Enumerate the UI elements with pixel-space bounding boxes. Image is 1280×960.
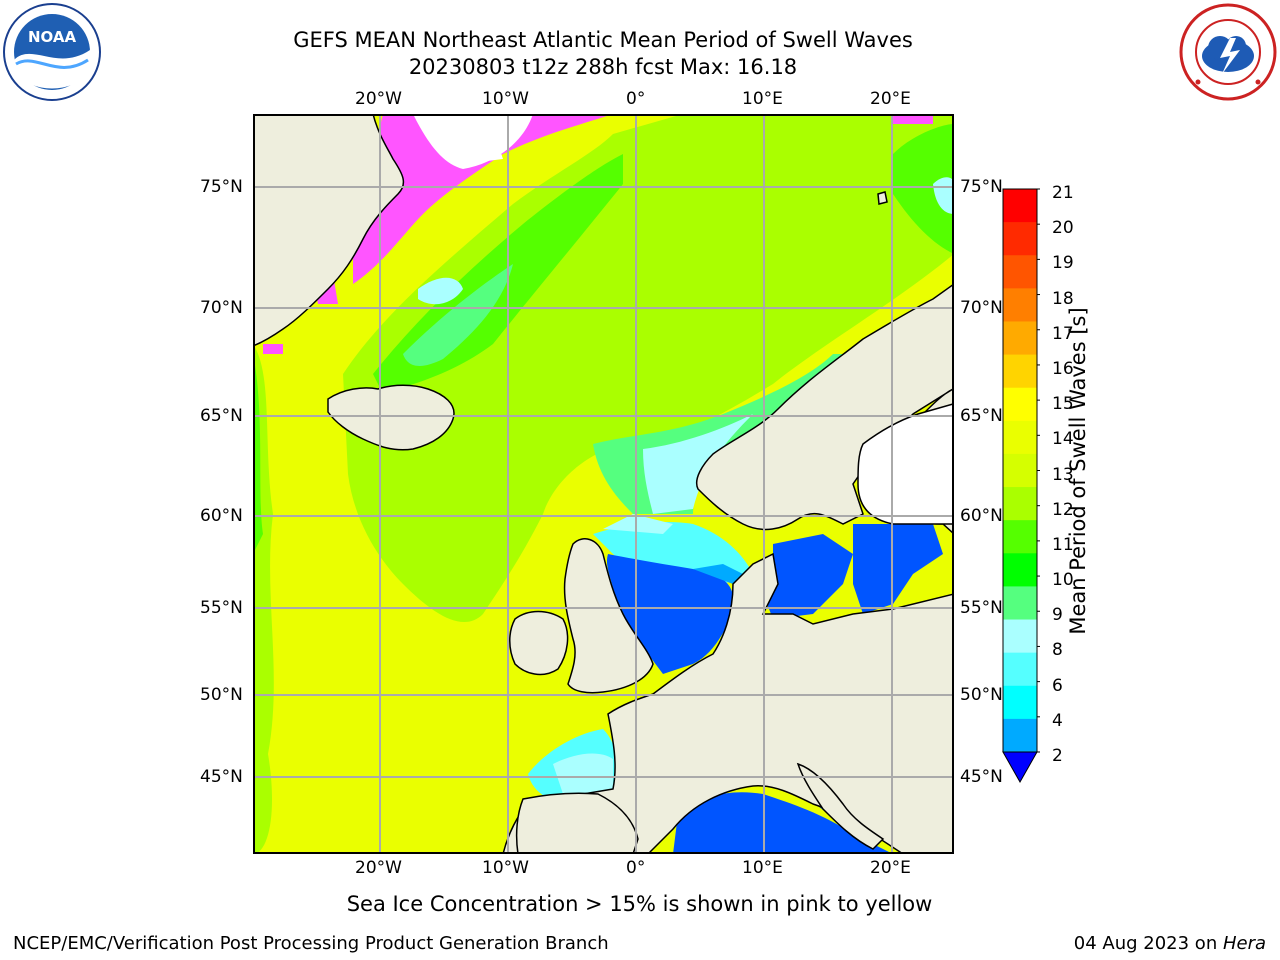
iberia: [515, 792, 639, 855]
lat-label-right-70n: 70°N: [960, 298, 1003, 318]
italy: [796, 762, 885, 850]
noaa-logo: NOAA: [2, 2, 102, 102]
footer-date: 04 Aug 2023 on Hera: [1074, 933, 1266, 955]
colorbar-tick-label: 14: [1052, 429, 1074, 450]
colorbar-segment: [1003, 387, 1037, 422]
footer-date-text: 04 Aug 2023 on: [1073, 933, 1223, 954]
lon-label-bottom-20e: 20°E: [870, 858, 911, 878]
colorbar-tick-label: 4: [1052, 710, 1063, 731]
title-line-2: 20230803 t12z 288h fcst Max: 16.18: [408, 55, 798, 79]
colorbar-tick-label: 19: [1052, 253, 1074, 274]
lat-label-left-65n: 65°N: [200, 406, 243, 426]
colorbar-segment: [1003, 619, 1037, 654]
lat-label-right-75n: 75°N: [960, 177, 1003, 197]
colorbar-tick-label: 13: [1052, 464, 1074, 485]
footer-machine: Hera: [1222, 933, 1266, 954]
colorbar-segment: [1003, 354, 1037, 389]
lon-label-top-20e: 20°E: [870, 89, 911, 109]
colorbar-tick-label: 2: [1052, 746, 1063, 766]
colorbar-tick-label: 11: [1052, 534, 1074, 555]
colorbar-segment: [1003, 718, 1037, 753]
lat-label-right-50n: 50°N: [960, 685, 1003, 705]
lon-label-top-10e: 10°E: [742, 89, 783, 109]
colorbar-tick-label: 15: [1052, 394, 1074, 415]
colorbar-tick-label: 10: [1052, 570, 1074, 591]
colorbar-segment: [1003, 321, 1037, 356]
colorbar-segment: [1003, 453, 1037, 488]
nws-logo: [1178, 2, 1278, 102]
colorbar: [1000, 186, 1042, 786]
sea-ice-field: [353, 114, 613, 284]
colorbar-segment: [1003, 520, 1037, 554]
colorbar-segment: [1003, 189, 1037, 223]
lat-label-right-45n: 45°N: [960, 767, 1003, 787]
colorbar-label: Mean Period of Swell Waves [s]: [1066, 307, 1090, 635]
colorbar-segment: [1003, 652, 1037, 687]
colorbar-tick-label: 21: [1052, 183, 1074, 203]
colorbar-segment: [1003, 255, 1037, 289]
greenland: [252, 113, 405, 348]
land-masses: [252, 113, 955, 855]
lon-label-bottom-10e: 10°E: [742, 858, 783, 878]
lat-label-left-75n: 75°N: [200, 177, 243, 197]
colorbar-tick-label: 9: [1052, 605, 1063, 626]
bear-island: [877, 191, 888, 205]
footer-branch: NCEP/EMC/Verification Post Processing Pr…: [13, 933, 609, 954]
colorbar-segment: [1003, 222, 1037, 256]
lon-label-bottom-20w: 20°W: [355, 858, 402, 878]
lat-label-left-45n: 45°N: [200, 767, 243, 787]
colorbar-tick-label: 18: [1052, 288, 1074, 309]
map-frame: [253, 114, 954, 854]
colorbar-segment: [1003, 487, 1037, 521]
colorbar-tick-label: 17: [1052, 323, 1074, 344]
great-britain: [563, 538, 654, 694]
colorbar-segment: [1003, 586, 1037, 621]
colorbar-segment: [1003, 420, 1037, 455]
lat-label-left-55n: 55°N: [200, 598, 243, 618]
lat-label-right-60n: 60°N: [960, 506, 1003, 526]
colorbar-extend-arrow: [1002, 751, 1038, 784]
lon-label-bottom-0: 0°: [626, 858, 646, 878]
colorbar-graphic: [1002, 188, 1042, 784]
colorbar-segment: [1003, 553, 1037, 587]
ireland: [509, 610, 569, 676]
colorbar-tick-label: 8: [1052, 640, 1063, 661]
colorbar-segment: [1003, 685, 1037, 720]
lat-label-left-70n: 70°N: [200, 298, 243, 318]
colorbar-segment: [1003, 288, 1037, 322]
colorbar-tick-label: 16: [1052, 358, 1074, 379]
colorbar-tick-label: 6: [1052, 675, 1063, 696]
sea-ice-caption: Sea Ice Concentration > 15% is shown in …: [346, 892, 933, 916]
swell-period-map: [252, 113, 955, 855]
colorbar-ticks: 21 20 19 18 17 16 15 14 13 12 11 10 9 8 6 4 2: [1052, 180, 1092, 780]
lon-label-top-20w: 20°W: [355, 89, 402, 109]
lon-label-bottom-10w: 10°W: [482, 858, 529, 878]
lon-label-top-10w: 10°W: [482, 89, 529, 109]
iceland: [327, 384, 455, 451]
title-line-1: GEFS MEAN Northeast Atlantic Mean Period…: [293, 28, 913, 52]
graticule: [253, 114, 954, 854]
map-area[interactable]: [252, 113, 955, 855]
noaa-logo-text: NOAA: [28, 28, 77, 46]
colorbar-tick-label: 12: [1052, 499, 1074, 520]
lat-label-left-60n: 60°N: [200, 506, 243, 526]
lon-label-top-0: 0°: [626, 89, 646, 109]
colorbar-tick-label: 20: [1052, 218, 1074, 239]
lat-label-right-65n: 65°N: [960, 406, 1003, 426]
lat-label-left-50n: 50°N: [200, 685, 243, 705]
lat-label-right-55n: 55°N: [960, 598, 1003, 618]
